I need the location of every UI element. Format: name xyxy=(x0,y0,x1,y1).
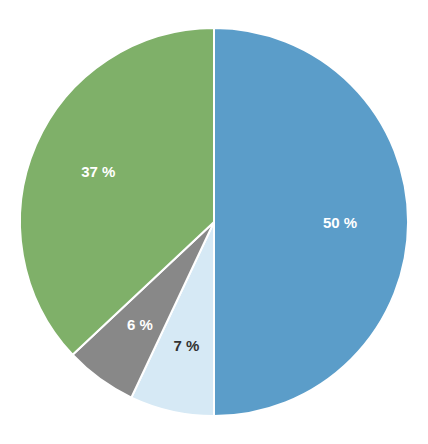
data-label: 7 % xyxy=(174,337,200,354)
data-labels: 50 % 7 % 6 % 37 % xyxy=(81,163,357,353)
data-label: 6 % xyxy=(127,316,153,333)
chart: 50 % 7 % 6 % 37 % xyxy=(0,0,428,444)
data-label: 37 % xyxy=(81,163,115,180)
pie-slice xyxy=(20,28,214,355)
slices xyxy=(20,28,408,416)
data-label: 50 % xyxy=(323,214,357,231)
pie: 50 % 7 % 6 % 37 % xyxy=(20,28,408,416)
pie-slice xyxy=(214,28,408,416)
